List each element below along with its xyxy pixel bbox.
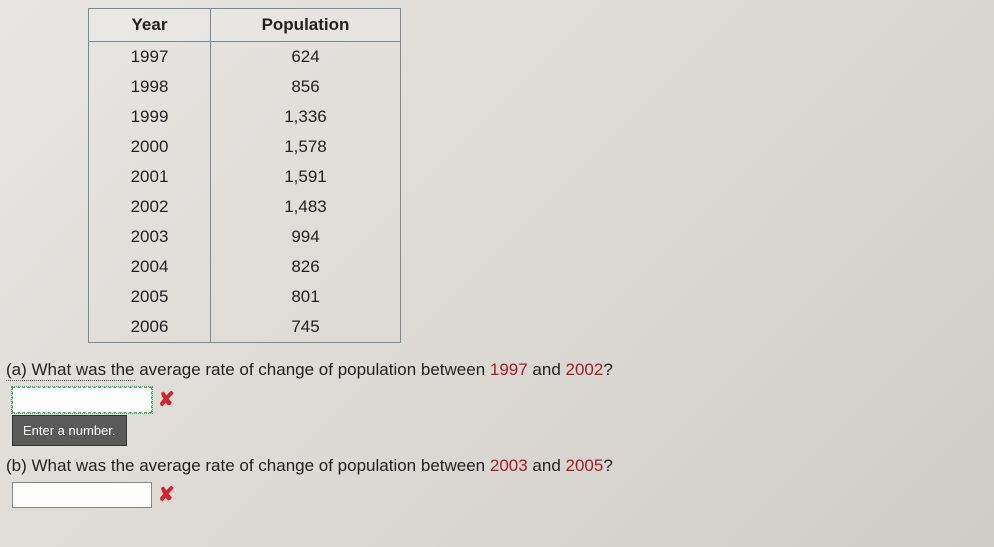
cell-year: 2002 bbox=[89, 192, 211, 222]
question-b-suffix: ? bbox=[603, 456, 612, 475]
cell-pop: 1,578 bbox=[211, 132, 401, 162]
x-mark-icon: ✘ bbox=[158, 390, 175, 410]
cell-year: 1999 bbox=[89, 102, 211, 132]
cell-pop: 1,591 bbox=[211, 162, 401, 192]
table-row: 20001,578 bbox=[89, 132, 401, 162]
cell-pop: 745 bbox=[211, 312, 401, 343]
table-row: 2004826 bbox=[89, 252, 401, 282]
cell-pop: 624 bbox=[211, 42, 401, 73]
cell-year: 2005 bbox=[89, 282, 211, 312]
question-b: (b) What was the average rate of change … bbox=[6, 453, 994, 509]
table-row: 2006745 bbox=[89, 312, 401, 343]
x-mark-icon: ✘ bbox=[158, 485, 175, 505]
question-b-year2: 2005 bbox=[566, 456, 604, 475]
answer-b-input[interactable] bbox=[12, 482, 152, 508]
answer-a-tooltip: Enter a number. bbox=[12, 415, 127, 447]
table-body: 1997624 1998856 19991,336 20001,578 2001… bbox=[89, 42, 401, 343]
cell-pop: 1,336 bbox=[211, 102, 401, 132]
table-row: 2003994 bbox=[89, 222, 401, 252]
table-header-row: Year Population bbox=[89, 9, 401, 42]
answer-a-input[interactable] bbox=[12, 387, 152, 413]
cell-year: 2006 bbox=[89, 312, 211, 343]
table-row: 2005801 bbox=[89, 282, 401, 312]
question-a-year1: 1997 bbox=[490, 360, 528, 379]
table-row: 20011,591 bbox=[89, 162, 401, 192]
population-table-container: Year Population 1997624 1998856 19991,33… bbox=[88, 8, 994, 343]
answer-b-row: ✘ bbox=[12, 482, 994, 508]
question-a: (a) What was the average rate of change … bbox=[6, 357, 994, 413]
cell-pop: 994 bbox=[211, 222, 401, 252]
answer-a-row: ✘ Enter a number. bbox=[12, 387, 994, 413]
question-a-mid: and bbox=[528, 360, 566, 379]
cell-pop: 856 bbox=[211, 72, 401, 102]
cell-pop: 826 bbox=[211, 252, 401, 282]
cell-year: 1998 bbox=[89, 72, 211, 102]
cell-year: 2001 bbox=[89, 162, 211, 192]
question-a-year2: 2002 bbox=[566, 360, 604, 379]
table-row: 19991,336 bbox=[89, 102, 401, 132]
cell-pop: 1,483 bbox=[211, 192, 401, 222]
cell-pop: 801 bbox=[211, 282, 401, 312]
table-row: 20021,483 bbox=[89, 192, 401, 222]
question-a-suffix: ? bbox=[603, 360, 612, 379]
cell-year: 2003 bbox=[89, 222, 211, 252]
question-a-text: average rate of change of population bet… bbox=[135, 360, 490, 379]
cell-year: 1997 bbox=[89, 42, 211, 73]
col-header-year: Year bbox=[89, 9, 211, 42]
question-b-text: (b) What was the average rate of change … bbox=[6, 456, 490, 475]
population-table: Year Population 1997624 1998856 19991,33… bbox=[88, 8, 401, 343]
table-row: 1998856 bbox=[89, 72, 401, 102]
cell-year: 2000 bbox=[89, 132, 211, 162]
question-b-mid: and bbox=[528, 456, 566, 475]
question-a-prefix: (a) What was the bbox=[6, 360, 135, 381]
col-header-population: Population bbox=[211, 9, 401, 42]
cell-year: 2004 bbox=[89, 252, 211, 282]
question-b-year1: 2003 bbox=[490, 456, 528, 475]
table-row: 1997624 bbox=[89, 42, 401, 73]
